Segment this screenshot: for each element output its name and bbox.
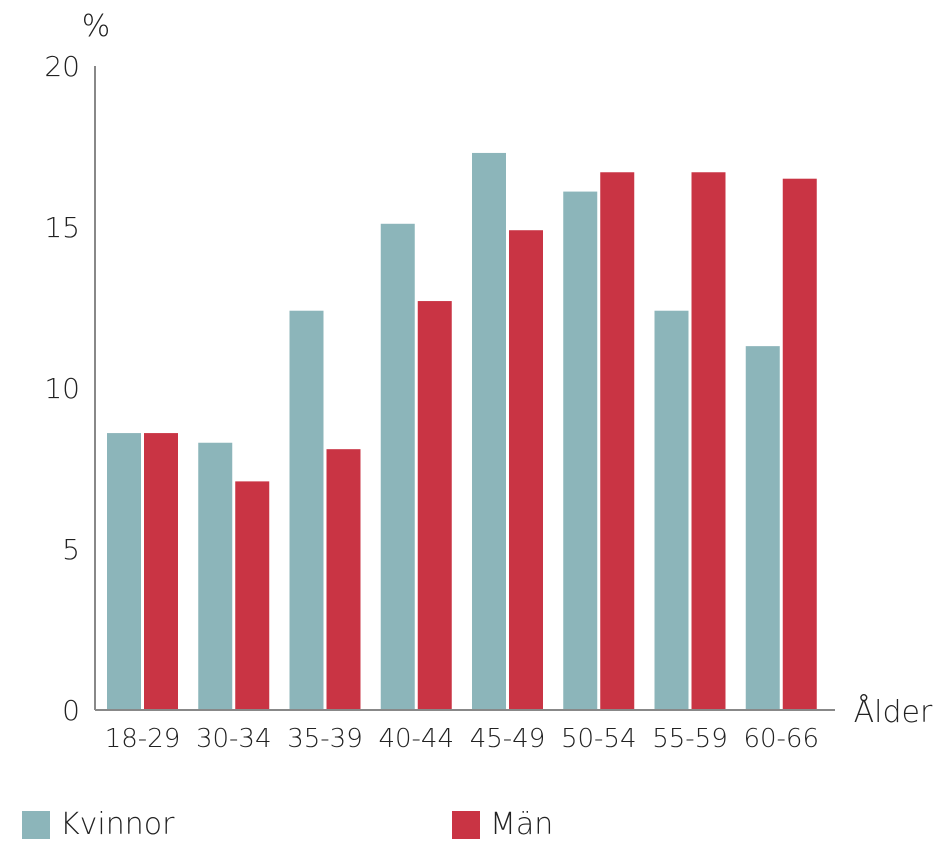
legend-label-kvinnor: Kvinnor — [60, 807, 175, 842]
bar-man-40-44 — [417, 301, 452, 710]
x-tick-label: 60-66 — [743, 724, 819, 754]
y-axis-label: % — [82, 9, 111, 44]
x-tick-label: 45-49 — [470, 724, 546, 754]
y-tick-label: 5 — [62, 533, 80, 566]
bar-kvinnor-55-59 — [654, 310, 689, 710]
x-axis-label: Ålder — [854, 693, 933, 730]
legend-item-man: Män — [452, 810, 553, 840]
x-tick-label: 18-29 — [105, 724, 181, 754]
bar-kvinnor-30-34 — [198, 442, 233, 710]
y-tick-label: 0 — [62, 694, 80, 727]
legend-swatch-man — [452, 811, 480, 839]
x-tick-label: 55-59 — [652, 724, 728, 754]
legend-label-man: Män — [490, 807, 554, 842]
bar-man-60-66 — [782, 178, 817, 710]
legend-item-kvinnor: Kvinnor — [22, 810, 174, 840]
bar-man-18-29 — [144, 433, 178, 710]
bar-kvinnor-40-44 — [380, 223, 415, 710]
bar-kvinnor-45-49 — [472, 152, 506, 710]
bar-kvinnor-18-29 — [107, 433, 141, 710]
x-tick-label: 30-34 — [196, 724, 272, 754]
bar-man-55-59 — [691, 172, 726, 710]
bar-man-35-39 — [326, 449, 361, 710]
bar-man-45-49 — [509, 230, 543, 710]
y-tick-label: 10 — [44, 372, 80, 405]
x-tick-label: 35-39 — [287, 724, 363, 754]
x-tick-label: 40-44 — [378, 724, 454, 754]
y-tick-label: 15 — [44, 211, 80, 244]
bar-kvinnor-50-54 — [563, 191, 598, 710]
bar-kvinnor-60-66 — [745, 346, 780, 710]
legend-swatch-kvinnor — [22, 811, 50, 839]
bar-man-50-54 — [600, 172, 635, 710]
bars-group — [107, 152, 817, 710]
y-tick-label: 20 — [44, 50, 80, 83]
x-tick-label: 50-54 — [561, 724, 637, 754]
x-tick-labels: 18-29 30-34 35-39 40-44 45-49 50-54 55-59 60-66 — [105, 724, 819, 754]
bar-man-30-34 — [235, 481, 270, 710]
y-tick-labels: 0 5 10 15 20 — [44, 50, 80, 727]
bar-kvinnor-35-39 — [289, 310, 324, 710]
